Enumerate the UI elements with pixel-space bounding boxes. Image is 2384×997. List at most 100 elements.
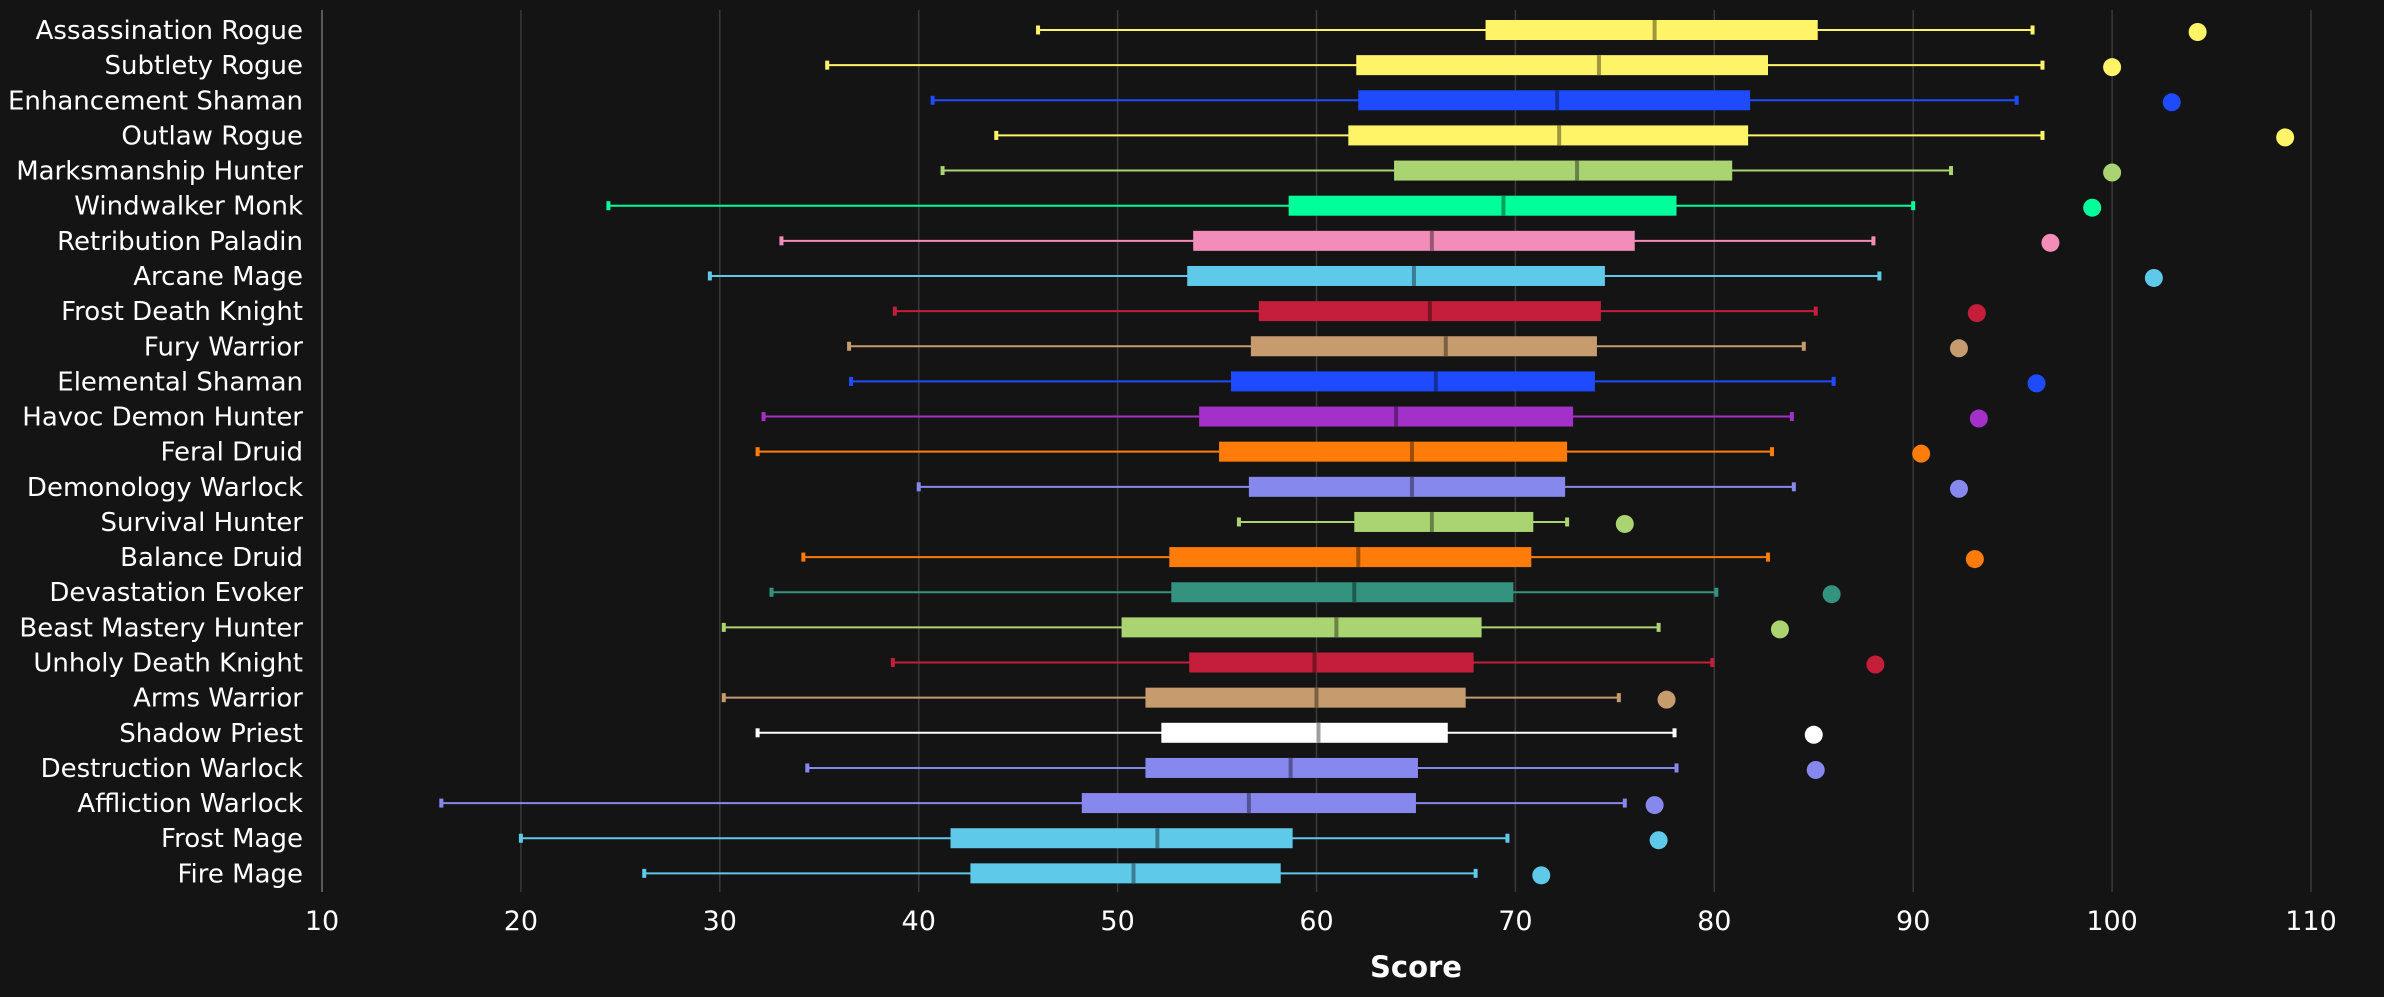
box-row: [890, 652, 1885, 674]
whisker-cap-max: [1877, 271, 1882, 281]
max-point: [1532, 866, 1551, 885]
box-row: [1236, 511, 1634, 533]
whisker-cap-min: [1036, 25, 1041, 35]
box-row: [892, 301, 1986, 323]
max-point: [1804, 725, 1823, 744]
box-row: [916, 476, 1968, 498]
median-line: [1433, 371, 1438, 392]
whisker-cap-max: [1789, 412, 1794, 422]
iqr-box: [1145, 757, 1418, 778]
max-point: [1806, 760, 1825, 779]
median-line: [1394, 406, 1399, 427]
whisker-cap-min: [890, 658, 895, 668]
box-row: [606, 195, 2102, 217]
max-point: [2144, 268, 2163, 287]
iqr-box: [1348, 125, 1749, 146]
max-point: [2276, 128, 2295, 147]
box-row: [518, 828, 1668, 850]
median-line: [1429, 511, 1434, 532]
box-row: [755, 722, 1823, 744]
whisker-cap-max: [1871, 236, 1876, 246]
max-point: [1822, 585, 1841, 604]
category-label: Frost Mage: [161, 824, 303, 854]
whisker-cap-max: [1831, 376, 1836, 386]
max-point: [1615, 514, 1634, 533]
category-label: Elemental Shaman: [57, 367, 303, 397]
box-row: [721, 617, 1789, 639]
x-tick-label: 20: [504, 906, 538, 937]
median-line: [1555, 90, 1560, 111]
max-point: [2041, 233, 2060, 252]
whisker-cap-max: [1565, 517, 1570, 527]
box-row: [825, 55, 2122, 77]
median-line: [1246, 793, 1251, 814]
box-row: [769, 582, 1841, 604]
whisker-cap-max: [1948, 166, 1953, 176]
iqr-box: [970, 863, 1281, 884]
whisker-cap-min: [849, 376, 854, 386]
category-label: Devastation Evoker: [49, 578, 303, 608]
category-label: Retribution Paladin: [57, 227, 303, 257]
category-label: Unholy Death Knight: [33, 649, 303, 679]
whisker-cap-min: [779, 236, 784, 246]
max-point: [1949, 479, 1968, 498]
max-point: [1965, 550, 1984, 569]
whisker-cap-min: [1236, 517, 1241, 527]
max-point: [2162, 93, 2181, 112]
whisker-cap-max: [2014, 95, 2019, 105]
max-point: [2188, 23, 2207, 41]
category-label: Subtlety Rogue: [104, 51, 303, 81]
whisker-cap-min: [892, 306, 897, 316]
median-line: [1131, 863, 1136, 884]
whisker-cap-max: [2030, 25, 2035, 35]
max-point: [1649, 831, 1668, 850]
whisker-cap-min: [801, 552, 806, 562]
whisker-cap-max: [1616, 693, 1621, 703]
whisker-cap-min: [769, 587, 774, 597]
category-label: Fire Mage: [177, 859, 303, 889]
median-line: [1429, 230, 1434, 251]
iqr-box: [1394, 160, 1733, 181]
box-row: [994, 125, 2295, 147]
iqr-box: [1189, 652, 1474, 673]
box-row: [721, 687, 1676, 709]
x-tick-label: 80: [1697, 906, 1731, 937]
category-label: Outlaw Rogue: [121, 121, 303, 151]
whisker-cap-min: [916, 482, 921, 492]
whisker-cap-min: [707, 271, 712, 281]
x-axis-title: Score: [1370, 950, 1462, 984]
x-tick-label: 100: [2086, 906, 2138, 937]
whisker-cap-min: [721, 693, 726, 703]
whisker-cap-min: [721, 622, 726, 632]
whisker-cap-min: [930, 95, 935, 105]
category-label: Destruction Warlock: [41, 754, 303, 784]
box-row: [642, 863, 1551, 885]
iqr-box: [1145, 687, 1466, 708]
box-row: [847, 336, 1968, 358]
whisker-cap-max: [1710, 658, 1715, 668]
box-row: [930, 90, 2181, 112]
median-line: [1312, 652, 1317, 673]
max-point: [1912, 444, 1931, 463]
iqr-box: [1248, 476, 1566, 497]
whisker-cap-min: [755, 728, 760, 738]
whisker-cap-min: [518, 833, 523, 843]
x-tick-label: 40: [902, 906, 936, 937]
x-tick-label: 90: [1896, 906, 1930, 937]
median-line: [1288, 757, 1293, 778]
max-point: [2103, 163, 2122, 182]
median-line: [1334, 617, 1339, 638]
box-row: [849, 371, 2046, 393]
median-line: [1652, 20, 1657, 40]
median-line: [1443, 336, 1448, 357]
category-label: Arms Warrior: [133, 684, 303, 714]
median-line: [1316, 722, 1321, 743]
whisker-cap-min: [847, 341, 852, 351]
x-tick-label: 70: [1498, 906, 1532, 937]
whisker-cap-min: [940, 166, 945, 176]
max-point: [1770, 620, 1789, 639]
median-line: [1409, 441, 1414, 462]
category-label: Survival Hunter: [101, 508, 304, 538]
iqr-box: [1358, 90, 1751, 111]
